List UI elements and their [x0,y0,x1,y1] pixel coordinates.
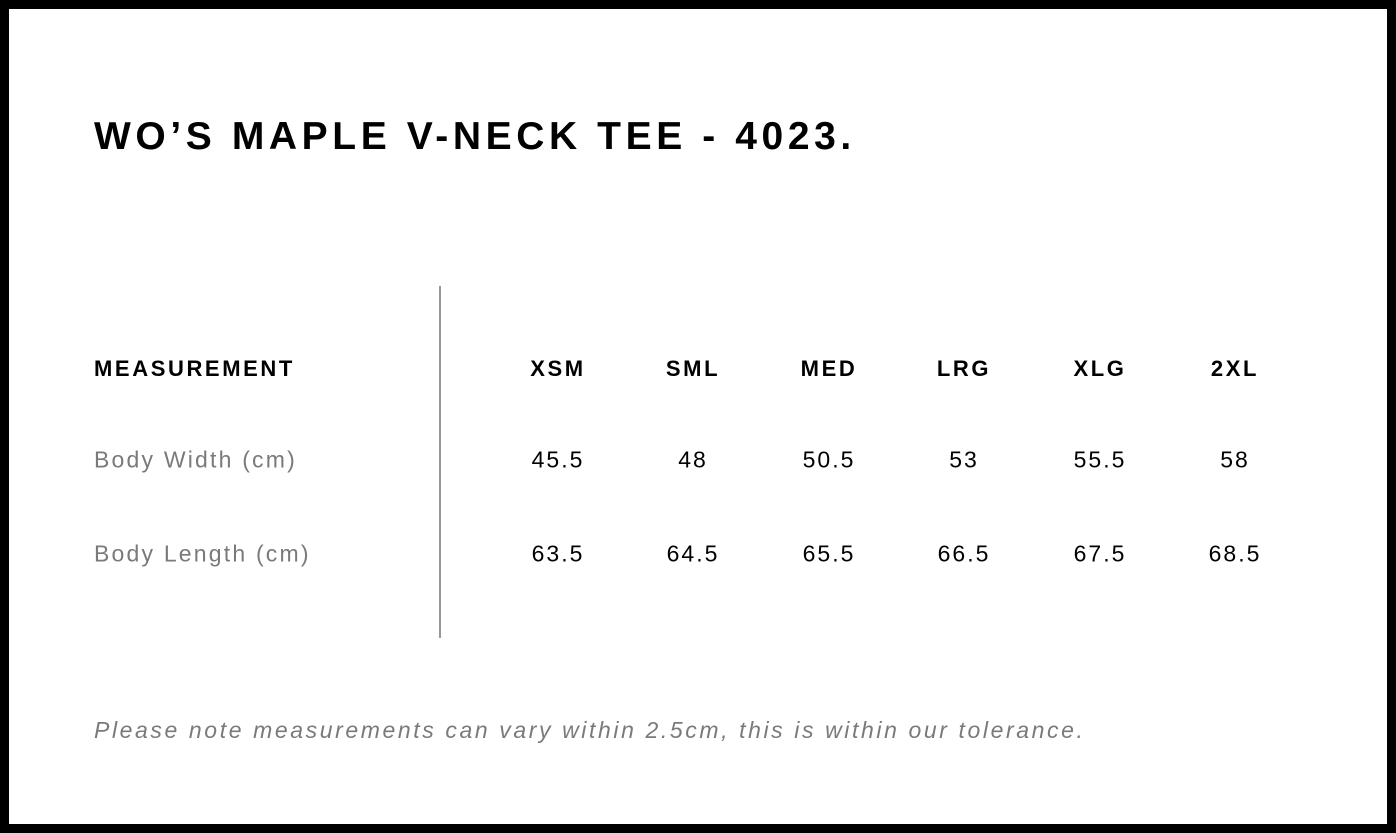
size-header-xsm: XSM [530,356,586,381]
measurement-header: MEASUREMENT [94,356,295,381]
table-cell: 66.5 [937,540,991,567]
table-cell: 58 [1220,446,1250,473]
row-label: Body Length (cm) [94,540,311,567]
size-header-lrg: LRG [936,356,992,381]
tolerance-note: Please note measurements can vary within… [94,717,1086,743]
column-divider [439,286,441,638]
size-chart-card: WO’S MAPLE V-NECK TEE - 4023. MEASUREMEN… [9,9,1387,824]
size-header-sml: SML [665,356,721,381]
table-cell: 64.5 [666,540,720,567]
table-cell: 68.5 [1208,540,1262,567]
table-cell: 50.5 [802,446,856,473]
size-header-xlg: XLG [1073,356,1127,381]
row-label: Body Width (cm) [94,446,297,473]
table-cell: 65.5 [802,540,856,567]
table-cell: 45.5 [531,446,585,473]
page-title: WO’S MAPLE V-NECK TEE - 4023. [94,115,856,158]
table-cell: 48 [678,446,708,473]
table-cell: 53 [949,446,979,473]
size-header-2xl: 2XL [1210,356,1260,381]
size-header-med: MED [800,356,858,381]
table-cell: 55.5 [1073,446,1127,473]
table-cell: 67.5 [1073,540,1127,567]
table-cell: 63.5 [531,540,585,567]
